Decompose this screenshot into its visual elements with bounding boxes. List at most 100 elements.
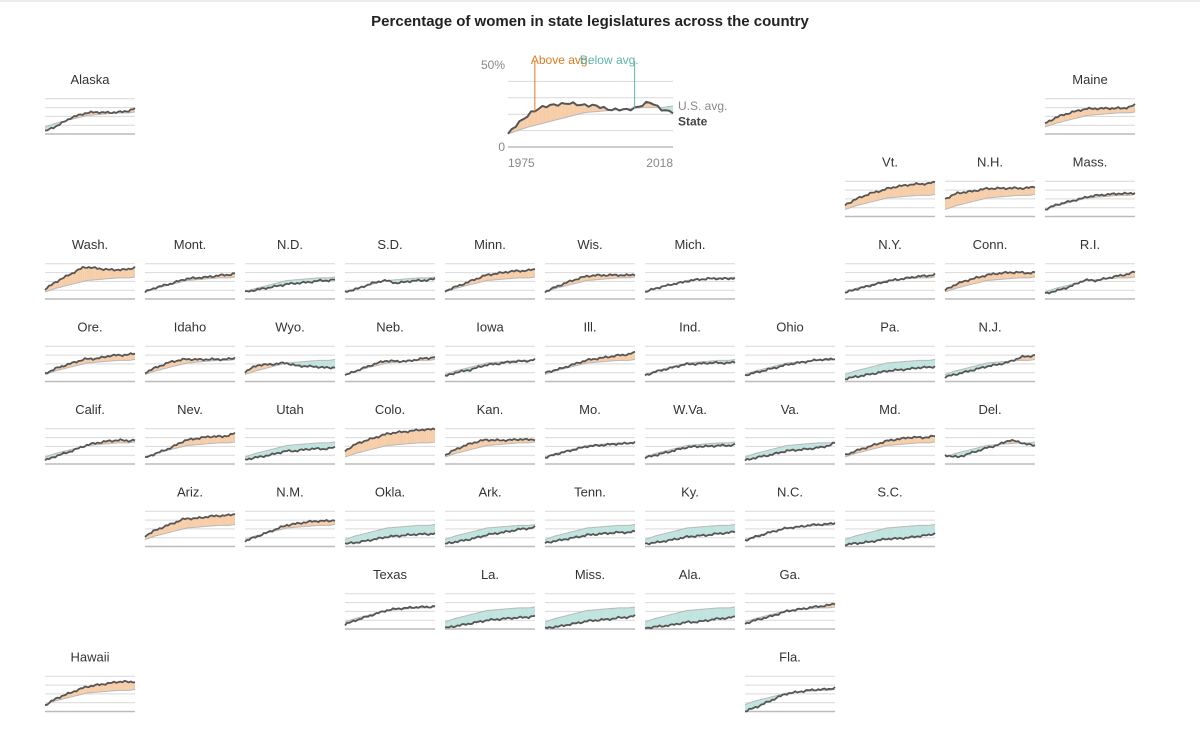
- state-vt-above-fill: [853, 199, 856, 207]
- state-panel-ga: Ga.: [744, 567, 836, 630]
- state-vt-above-fill: [901, 185, 904, 197]
- state-miss-below-fill: [607, 608, 610, 621]
- state-wyo-below-fill: [324, 360, 327, 368]
- state-ariz-above-fill: [216, 515, 219, 526]
- state-colo-above-fill: [378, 435, 381, 448]
- state-label-kan: Kan.: [477, 402, 504, 417]
- state-hawaii-above-fill: [101, 684, 104, 692]
- state-ariz-above-fill: [188, 518, 192, 528]
- state-s-c-below-fill: [895, 527, 898, 539]
- state-la-below-fill: [526, 607, 529, 619]
- state-ariz-above-fill: [159, 528, 162, 535]
- state-pa-below-fill: [888, 362, 892, 371]
- state-tenn-below-fill: [582, 528, 585, 537]
- state-wash-above-fill: [68, 274, 71, 286]
- state-ariz-above-fill: [201, 517, 204, 527]
- state-ky-below-fill: [709, 525, 712, 536]
- state-s-c-below-fill: [911, 525, 915, 538]
- state-vt-above-fill: [857, 196, 860, 206]
- state-panel-va: Va.: [744, 402, 836, 465]
- state-panel-fla: Fla.: [744, 650, 836, 713]
- state-n-h-above-fill: [947, 197, 950, 209]
- state-colo-above-fill: [405, 431, 408, 444]
- state-colo-above-fill: [432, 428, 435, 443]
- state-wash-above-fill: [103, 268, 106, 280]
- state-pa-below-fill: [865, 367, 869, 375]
- state-n-h-above-fill: [953, 194, 956, 207]
- state-hawaii-above-fill: [95, 684, 98, 693]
- state-la-below-fill: [495, 609, 498, 620]
- state-tenn-below-fill: [601, 526, 604, 535]
- state-hawaii-above-fill: [124, 680, 127, 691]
- state-minn-above-fill: [499, 272, 502, 280]
- state-label-wash: Wash.: [72, 237, 108, 252]
- state-wash-above-fill: [82, 266, 85, 282]
- state-label-ala: Ala.: [679, 567, 701, 582]
- state-hawaii-us-avg-line: [44, 689, 136, 705]
- state-wash-above-fill: [101, 269, 104, 280]
- state-n-h-above-fill: [974, 190, 977, 202]
- state-label-minn: Minn.: [474, 237, 506, 252]
- state-n-h-above-fill: [1009, 187, 1012, 197]
- state-label-miss: Miss.: [575, 567, 605, 582]
- state-ala-below-fill: [684, 610, 687, 623]
- state-miss-below-fill: [555, 617, 558, 627]
- state-label-n-j: N.J.: [978, 320, 1001, 335]
- state-line-label: State: [678, 114, 708, 128]
- state-la-below-fill: [461, 616, 464, 625]
- state-maine-above-fill: [1049, 120, 1052, 126]
- state-ky-below-fill: [659, 534, 662, 543]
- state-ga-us-avg-line: [744, 606, 836, 623]
- state-panel-la: La.: [444, 567, 536, 630]
- state-ala-below-fill: [688, 610, 692, 623]
- state-miss-state-line: [544, 614, 636, 630]
- state-n-h-above-fill: [999, 188, 1002, 197]
- state-n-h-above-fill: [988, 188, 992, 198]
- state-minn-above-fill: [530, 269, 533, 278]
- state-nev-above-fill: [203, 437, 206, 445]
- state-s-c-below-fill: [874, 530, 877, 543]
- state-hawaii-above-fill: [132, 682, 135, 690]
- state-label-n-y: N.Y.: [878, 237, 902, 252]
- state-wyo-below-fill: [320, 360, 323, 368]
- state-label-r-i: R.I.: [1080, 237, 1100, 252]
- state-okla-below-fill: [353, 535, 356, 544]
- legend-above-fill: [554, 104, 558, 121]
- state-ohio-state-line: [744, 357, 835, 377]
- state-ind-state-line: [644, 360, 736, 377]
- state-ala-below-fill: [726, 607, 729, 619]
- state-pa-below-fill: [899, 361, 902, 370]
- state-s-c-below-fill: [907, 526, 910, 538]
- state-tenn-below-fill: [616, 525, 619, 533]
- state-colo-above-fill: [428, 429, 431, 443]
- state-pa-below-fill: [845, 373, 848, 380]
- state-panel-wash: Wash.: [44, 237, 136, 300]
- state-va-below-fill: [811, 443, 815, 450]
- state-colo-above-fill: [361, 441, 364, 452]
- state-ill-above-fill: [632, 351, 635, 360]
- state-panel-mo: Mo.: [544, 402, 636, 465]
- state-conn-above-fill: [1018, 272, 1021, 278]
- state-n-h-above-fill: [1007, 187, 1010, 197]
- state-label-ind: Ind.: [679, 320, 701, 335]
- state-maine-above-fill: [1059, 114, 1062, 123]
- state-ky-below-fill: [688, 527, 692, 538]
- state-s-c-below-fill: [909, 525, 912, 538]
- state-s-c-below-fill: [855, 535, 858, 545]
- state-la-below-fill: [468, 614, 471, 625]
- state-vt-above-fill: [878, 191, 881, 201]
- state-pa-below-fill: [884, 363, 887, 372]
- state-label-fla: Fla.: [779, 650, 801, 665]
- state-ala-state-line: [644, 615, 736, 630]
- state-la-below-fill: [476, 612, 479, 623]
- state-okla-below-fill: [424, 525, 427, 535]
- state-miss-below-fill: [614, 608, 617, 619]
- state-panel-alaska: Alaska: [44, 72, 136, 135]
- state-panel-nev: Nev.: [144, 402, 236, 465]
- state-colo-above-fill: [347, 448, 350, 457]
- legend-above-fill: [580, 104, 585, 114]
- state-ala-below-fill: [672, 613, 675, 625]
- state-la-below-fill: [457, 617, 460, 626]
- state-n-h-state-line: [944, 185, 1036, 200]
- state-label-alaska: Alaska: [70, 72, 110, 87]
